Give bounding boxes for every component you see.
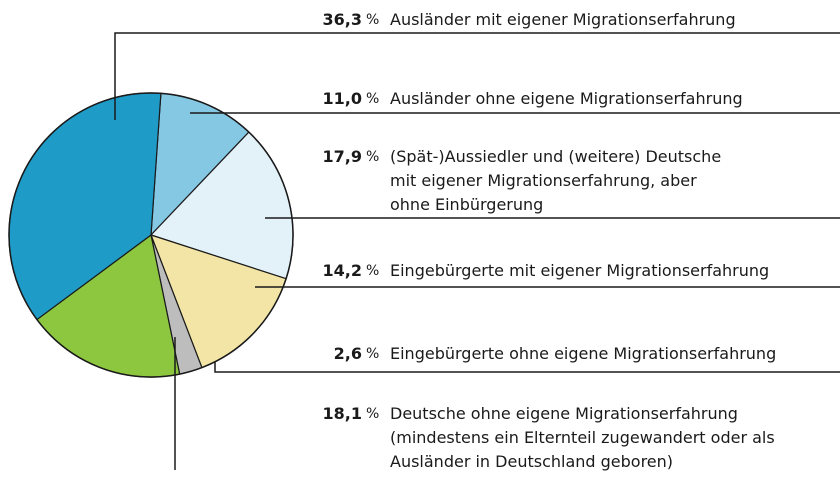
category-label: Deutsche ohne eigene Migrationserfahrung…: [390, 404, 775, 471]
value-label: 17,9: [322, 147, 362, 166]
category-label: Eingebürgerte ohne eigene Migrationserfa…: [390, 344, 777, 363]
unit-label: %: [366, 346, 380, 362]
category-label: Ausländer ohne eigene Migrationserfahrun…: [390, 89, 743, 108]
leader-line: [214, 362, 840, 373]
unit-label: %: [366, 149, 380, 165]
unit-label: %: [366, 12, 380, 28]
category-label: Ausländer mit eigener Migrationserfahrun…: [390, 10, 736, 29]
pie-outline: [8, 92, 294, 378]
unit-label: %: [366, 263, 380, 279]
value-label: 36,3: [322, 10, 362, 29]
category-label: (Spät-)Aussiedler und (weitere) Deutsche…: [390, 147, 722, 214]
leader-line: [114, 32, 840, 120]
unit-label: %: [366, 406, 380, 422]
category-label: Eingebürgerte mit eigener Migrationserfa…: [390, 261, 770, 280]
value-label: 18,1: [322, 404, 362, 423]
value-label: 11,0: [322, 89, 362, 108]
unit-label: %: [366, 91, 380, 107]
value-label: 2,6: [333, 344, 362, 363]
value-label: 14,2: [322, 261, 362, 280]
